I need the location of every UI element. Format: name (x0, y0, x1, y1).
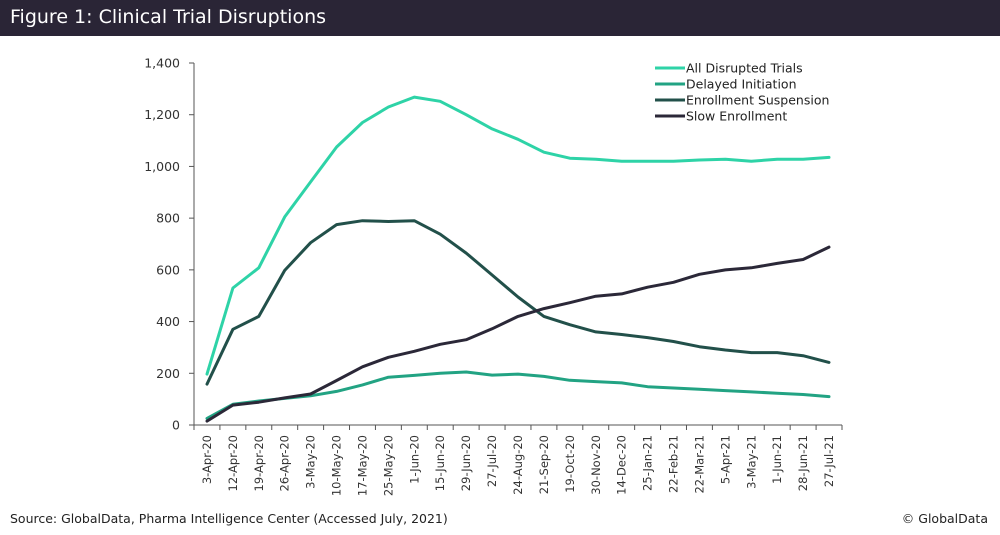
x-tick-label: 30-Nov-20 (589, 435, 603, 495)
x-tick-label: 3-May-20 (304, 435, 318, 489)
x-tick-label: 22-Mar-21 (692, 435, 706, 494)
x-tick-label: 19-Oct-20 (563, 435, 577, 493)
series-line-delayed-initiation (205, 370, 831, 420)
legend-label-slow-enrollment: Slow Enrollment (686, 109, 787, 124)
y-tick-label: 1,000 (144, 159, 180, 174)
x-tick-label: 12-Apr-20 (226, 435, 240, 491)
x-axis-ticks: 3-Apr-20 12-Apr-20 19-Apr-20 26-Apr-20 3-May… (193, 425, 843, 496)
x-tick-label: 28-Jun-21 (796, 435, 810, 491)
line-chart: 0 200 400 600 800 1,000 1,200 1,400 3-Apr-20 12-… (144, 56, 843, 496)
legend-label-enrollment-suspension: Enrollment Suspension (686, 93, 829, 108)
x-tick-label: 27-Jul-20 (485, 435, 499, 487)
x-tick-label: 25-Jan-21 (641, 435, 655, 491)
y-tick-label: 400 (156, 314, 180, 329)
x-tick-label: 22-Feb-21 (667, 435, 681, 493)
legend-label-delayed-initiation: Delayed Initiation (686, 77, 797, 92)
legend-label-all-disrupted-trials: All Disrupted Trials (686, 61, 803, 76)
figure-title: Figure 1: Clinical Trial Disruptions (10, 6, 327, 28)
y-tick-label: 0 (172, 418, 180, 433)
series-line-enrollment-suspension (205, 219, 831, 386)
y-axis-ticks: 0 200 400 600 800 1,000 1,200 1,400 (144, 56, 194, 433)
y-tick-label: 200 (156, 366, 180, 381)
series-lines (205, 95, 831, 423)
x-tick-label: 15-Jun-20 (433, 435, 447, 491)
x-tick-label: 10-May-20 (330, 435, 344, 496)
x-tick-label: 25-May-20 (381, 435, 395, 496)
y-tick-label: 800 (156, 211, 180, 226)
x-tick-label: 14-Dec-20 (615, 435, 629, 495)
x-tick-label: 5-Apr-21 (718, 435, 732, 484)
x-tick-label: 3-May-21 (744, 435, 758, 489)
y-tick-label: 600 (156, 262, 180, 277)
series-line-slow-enrollment (205, 245, 831, 423)
x-tick-label: 17-May-20 (355, 435, 369, 496)
x-tick-label: 1-Jun-21 (770, 435, 784, 484)
x-tick-label: 21-Sep-20 (537, 435, 551, 494)
x-tick-label: 29-Jun-20 (459, 435, 473, 491)
figure-header: Figure 1: Clinical Trial Disruptions (0, 0, 1000, 36)
y-tick-label: 1,400 (144, 56, 180, 71)
copyright-note: © GlobalData (901, 511, 988, 526)
x-tick-label: 26-Apr-20 (278, 435, 292, 491)
x-tick-label: 3-Apr-20 (200, 435, 214, 484)
x-tick-label: 1-Jun-20 (407, 435, 421, 484)
x-tick-label: 27-Jul-21 (822, 435, 836, 487)
source-note: Source: GlobalData, Pharma Intelligence … (10, 511, 448, 526)
y-tick-label: 1,200 (144, 107, 180, 122)
x-tick-label: 24-Aug-20 (511, 435, 525, 495)
x-tick-label: 19-Apr-20 (252, 435, 266, 491)
series-line-all-disrupted-trials (205, 95, 831, 376)
